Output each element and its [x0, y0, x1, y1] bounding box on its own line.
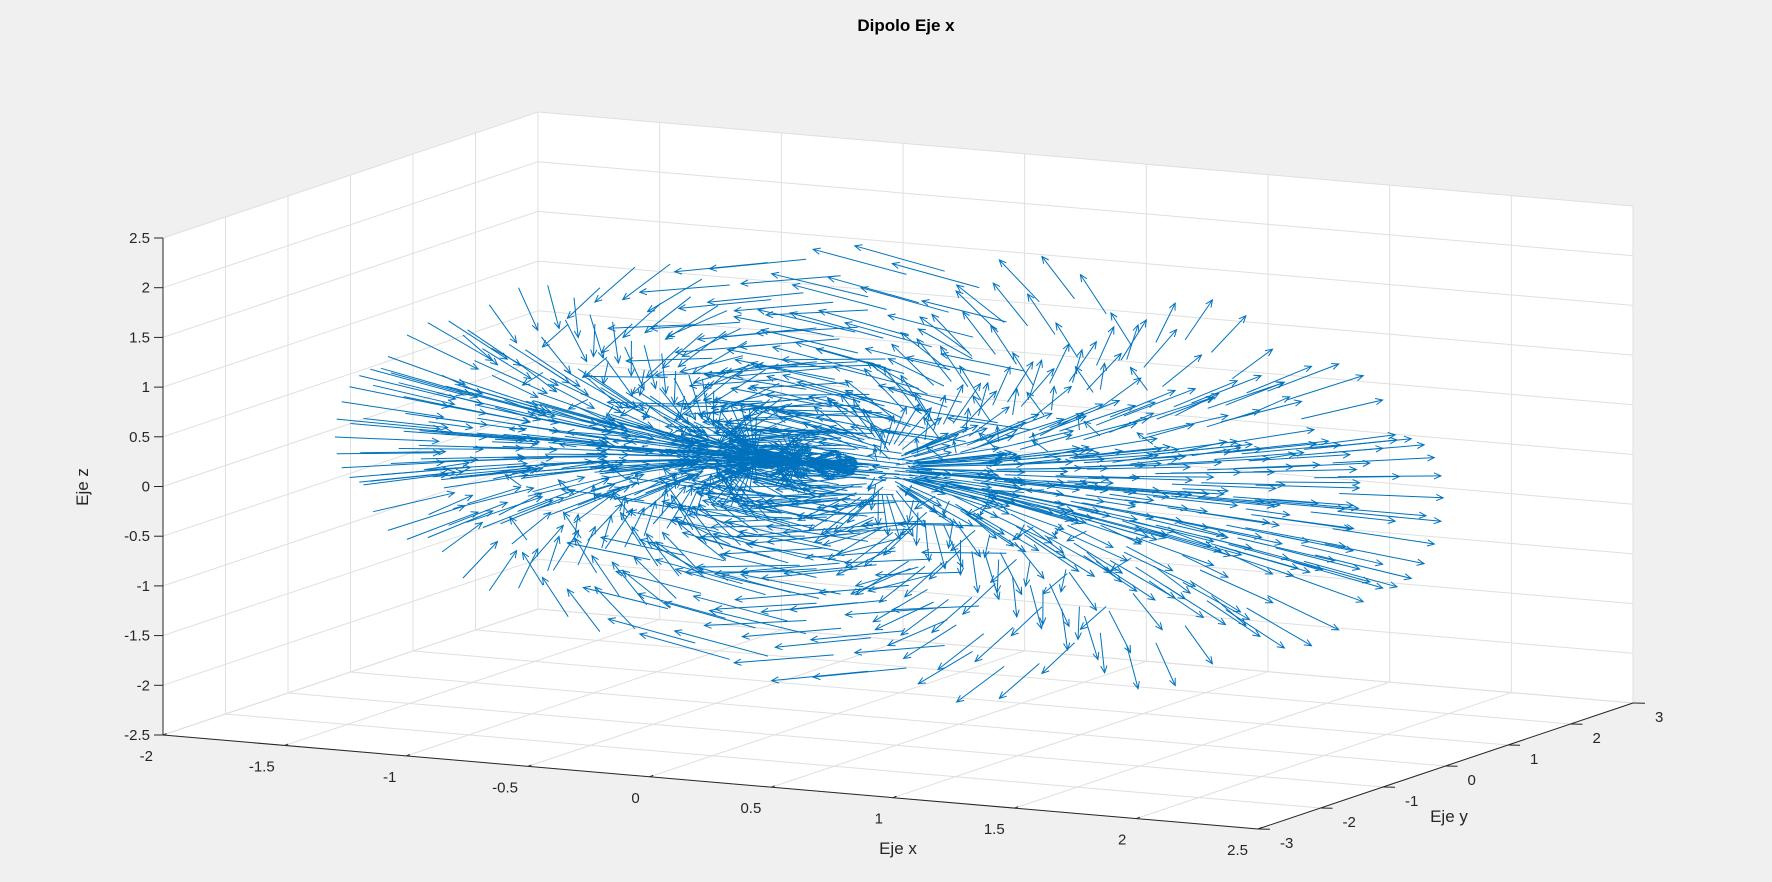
z-axis-label: Eje z	[73, 468, 92, 506]
x-tick-label: 2	[1118, 832, 1126, 849]
x-tick-label: 1.5	[984, 821, 1005, 838]
quiver-arrow-shaft	[1130, 476, 1214, 477]
y-axis-label: Eje y	[1430, 807, 1468, 826]
quiver-arrow-shaft	[782, 359, 886, 360]
y-tick-label: 2	[1593, 730, 1601, 747]
y-tick-label: 0	[1468, 772, 1476, 789]
axes-panes	[163, 112, 1633, 829]
z-tick-label: 2.5	[129, 230, 150, 247]
y-tick-label: 1	[1530, 751, 1538, 768]
z-tick-label: 0.5	[129, 429, 150, 446]
quiver-arrow-shaft	[718, 501, 821, 502]
z-tick-label: -2.5	[124, 727, 150, 744]
z-tick-label: 1	[142, 379, 150, 396]
y-tick-label: -1	[1405, 793, 1418, 810]
z-tick-label: -1	[137, 578, 150, 595]
x-tick-label: -1.5	[249, 758, 275, 775]
x-tick-label: 2.5	[1227, 842, 1248, 859]
z-tick-label: -1.5	[124, 628, 150, 645]
z-tick-label: 0	[142, 479, 150, 496]
y-tick-label: -2	[1343, 814, 1356, 831]
quiver-arrow-shaft	[983, 471, 1067, 472]
x-axis-label: Eje x	[879, 839, 917, 858]
x-tick-label: -0.5	[492, 779, 518, 796]
x-tick-label: 1	[875, 811, 883, 828]
y-tick-label: -3	[1280, 835, 1293, 852]
x-tick-label: 0	[631, 790, 639, 807]
z-tick-label: 2	[142, 280, 150, 297]
x-tick-label: -2	[140, 748, 153, 765]
chart-title: Dipolo Eje x	[857, 16, 955, 35]
quiver-arrow-shaft	[685, 572, 789, 573]
z-tick-label: -0.5	[124, 528, 150, 545]
y-tick-label: 3	[1655, 709, 1663, 726]
z-tick-label: 1.5	[129, 329, 150, 346]
quiver-arrow-shaft	[510, 428, 527, 429]
x-tick-label: -1	[383, 769, 396, 786]
x-tick-label: 0.5	[740, 800, 761, 817]
quiver-arrow-shaft	[613, 441, 630, 442]
quiver-arrow-shaft	[1276, 482, 1360, 483]
z-tick-label: -2	[137, 677, 150, 694]
